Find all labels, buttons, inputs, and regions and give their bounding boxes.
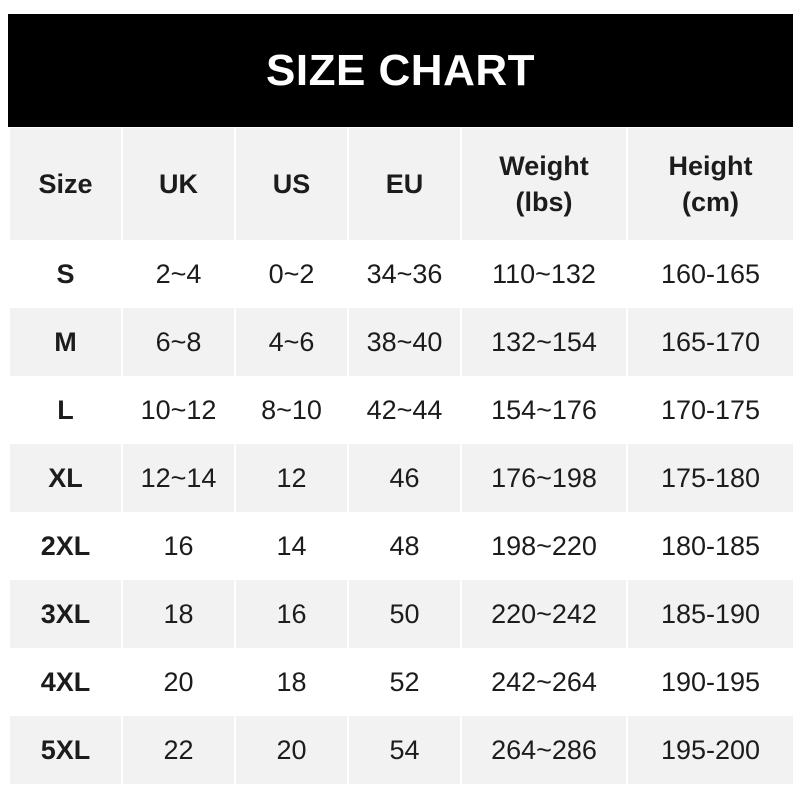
table-cell: 165-170 [626,308,795,376]
table-cell: 170-175 [626,376,795,444]
size-cell: 2XL [8,512,123,580]
column-header: UK [121,128,236,240]
table-cell: 185-190 [626,580,795,648]
table-cell: 180-185 [626,512,795,580]
table-cell: 198~220 [460,512,628,580]
table-row: M 6~8 4~6 38~40 132~154 165-170 [8,308,795,376]
table-cell: 154~176 [460,376,628,444]
table-cell: 6~8 [121,308,236,376]
column-header: EU [347,128,462,240]
header-row: Size UK US EU Weight (lbs) Height (cm) [8,128,795,240]
table-cell: 16 [121,512,236,580]
table-cell: 12~14 [121,444,236,512]
column-header: Weight (lbs) [460,128,628,240]
table-row: XL 12~14 12 46 176~198 175-180 [8,444,795,512]
table-row: 3XL 18 16 50 220~242 185-190 [8,580,795,648]
size-cell: M [8,308,123,376]
size-chart-title: SIZE CHART [8,14,793,127]
table-row: 2XL 16 14 48 198~220 180-185 [8,512,795,580]
table-cell: 175-180 [626,444,795,512]
column-header: Size [8,128,123,240]
table-row: 5XL 22 20 54 264~286 195-200 [8,716,795,784]
table-cell: 0~2 [234,240,349,308]
table-cell: 220~242 [460,580,628,648]
column-header: US [234,128,349,240]
table-cell: 190-195 [626,648,795,716]
table-cell: 110~132 [460,240,628,308]
table-cell: 195-200 [626,716,795,784]
table-cell: 42~44 [347,376,462,444]
size-cell: L [8,376,123,444]
table-cell: 46 [347,444,462,512]
table-cell: 50 [347,580,462,648]
table-cell: 132~154 [460,308,628,376]
table-cell: 34~36 [347,240,462,308]
table-cell: 20 [121,648,236,716]
size-table: Size UK US EU Weight (lbs) Height (cm) S 2~4 0~… [8,128,795,784]
table-row: 4XL 20 18 52 242~264 190-195 [8,648,795,716]
size-cell: 3XL [8,580,123,648]
table-cell: 4~6 [234,308,349,376]
size-cell: 4XL [8,648,123,716]
table-cell: 22 [121,716,236,784]
size-cell: XL [8,444,123,512]
size-cell: S [8,240,123,308]
table-cell: 14 [234,512,349,580]
table-cell: 242~264 [460,648,628,716]
table-cell: 18 [121,580,236,648]
table-cell: 8~10 [234,376,349,444]
column-header: Height (cm) [626,128,795,240]
table-cell: 10~12 [121,376,236,444]
table-cell: 264~286 [460,716,628,784]
table-cell: 176~198 [460,444,628,512]
table-cell: 16 [234,580,349,648]
table-cell: 38~40 [347,308,462,376]
table-row: L 10~12 8~10 42~44 154~176 170-175 [8,376,795,444]
table-cell: 48 [347,512,462,580]
table-cell: 54 [347,716,462,784]
table-cell: 160-165 [626,240,795,308]
table-cell: 52 [347,648,462,716]
size-cell: 5XL [8,716,123,784]
table-row: S 2~4 0~2 34~36 110~132 160-165 [8,240,795,308]
table-cell: 18 [234,648,349,716]
table-cell: 20 [234,716,349,784]
table-cell: 12 [234,444,349,512]
table-cell: 2~4 [121,240,236,308]
